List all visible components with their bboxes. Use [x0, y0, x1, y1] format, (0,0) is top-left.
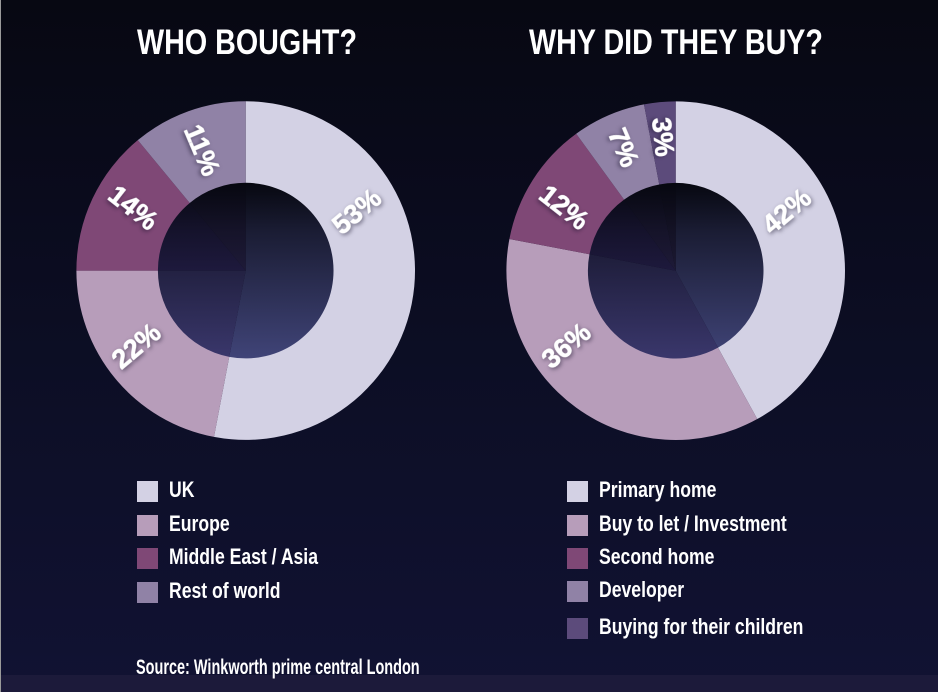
svg-text:3%: 3%	[646, 116, 680, 158]
